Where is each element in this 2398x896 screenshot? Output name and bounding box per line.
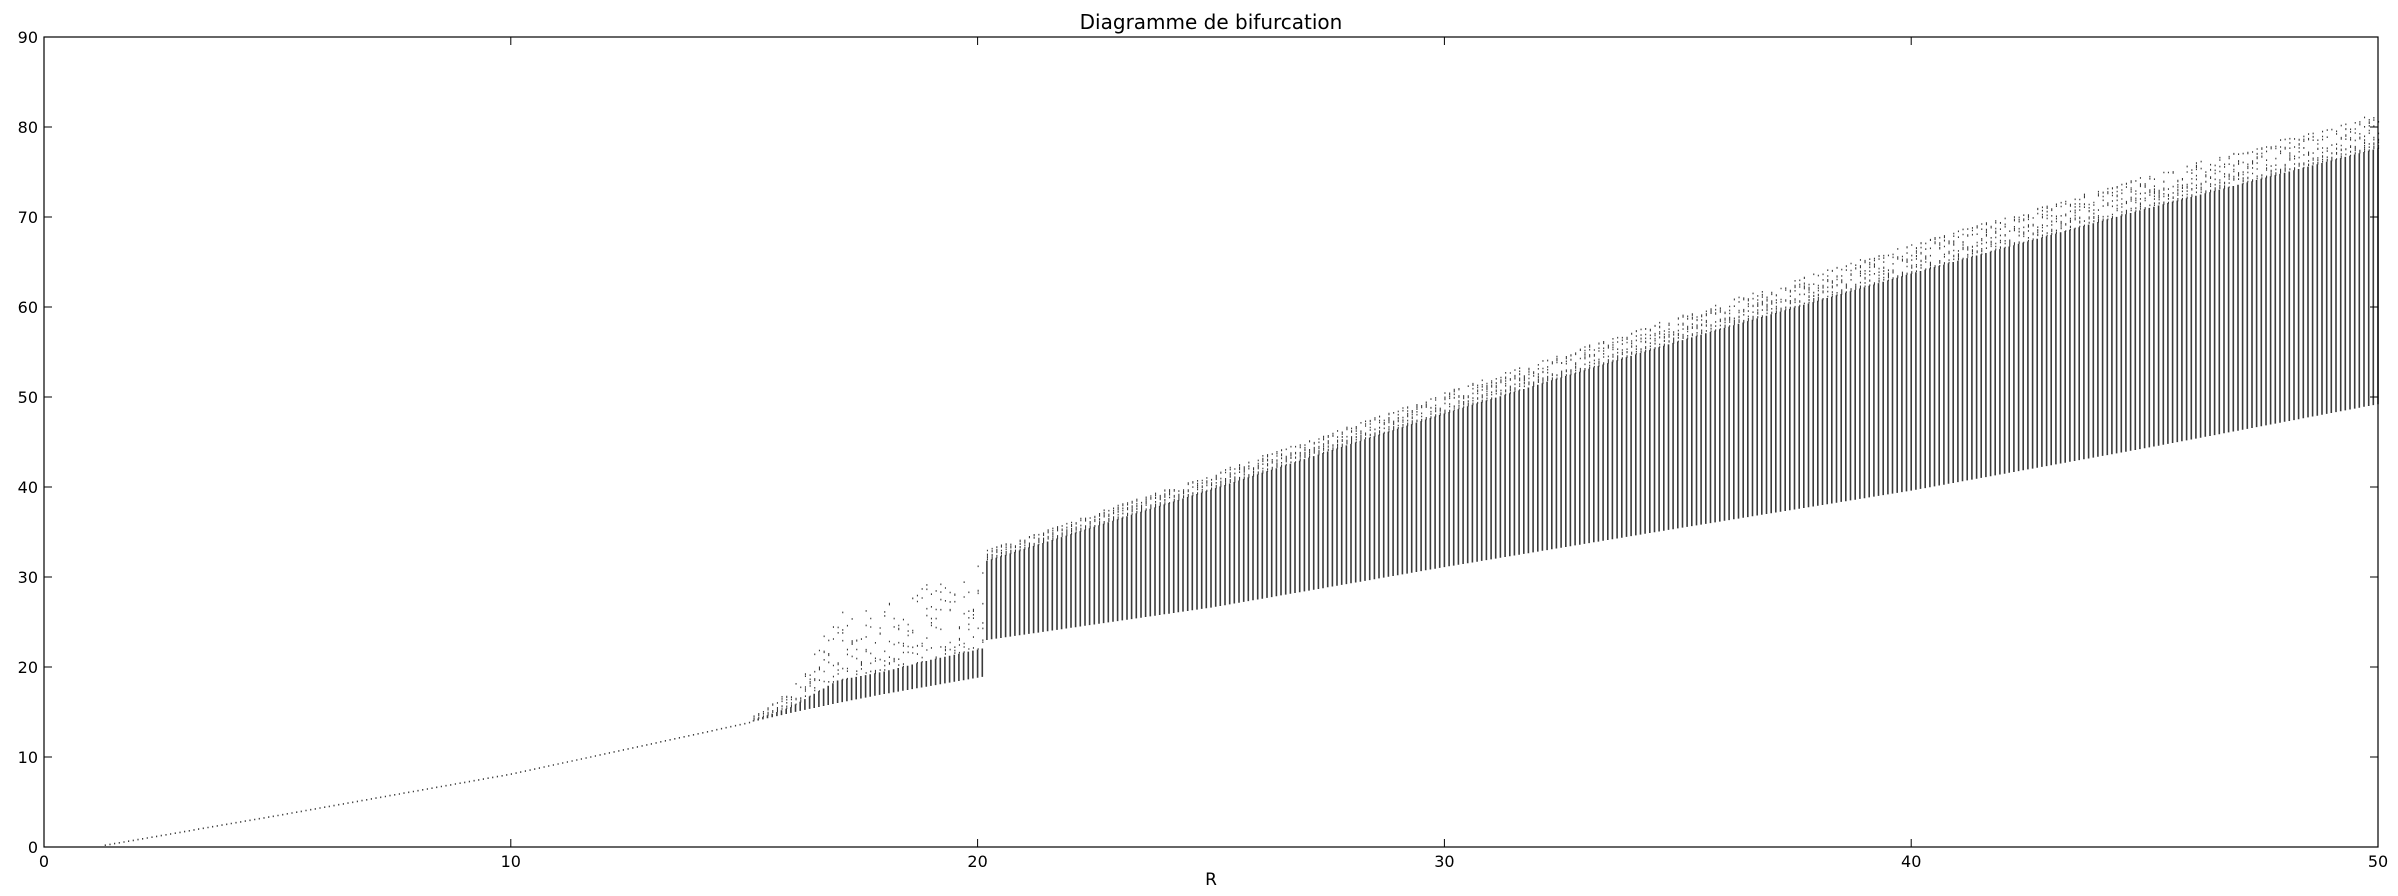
y-tick-label: 30 <box>18 568 38 587</box>
chart-title: Diagramme de bifurcation <box>1080 10 1343 34</box>
scatter-points <box>104 116 2380 846</box>
y-tick-label: 60 <box>18 298 38 317</box>
x-tick-label: 30 <box>1434 852 1454 871</box>
y-tick-label: 10 <box>18 748 38 767</box>
x-tick-label: 10 <box>501 852 521 871</box>
y-tick-label: 80 <box>18 118 38 137</box>
plot-frame <box>43 36 2379 848</box>
y-tick-label: 90 <box>18 28 38 47</box>
x-tick-label: 50 <box>2368 852 2388 871</box>
x-tick-label: 20 <box>967 852 987 871</box>
y-tick-label: 20 <box>18 658 38 677</box>
axis-ticks: 0 10 20 30 40 50 0 10 20 30 40 50 60 70 80 90 <box>18 28 2389 871</box>
bifurcation-points <box>104 116 2380 846</box>
x-tick-label: 40 <box>1901 852 1921 871</box>
x-tick-label: 0 <box>39 852 49 871</box>
y-tick-label: 70 <box>18 208 38 227</box>
y-tick-label: 0 <box>28 838 38 857</box>
y-tick-label: 40 <box>18 478 38 497</box>
y-tick-label: 50 <box>18 388 38 407</box>
x-axis-label: R <box>1205 870 1217 890</box>
